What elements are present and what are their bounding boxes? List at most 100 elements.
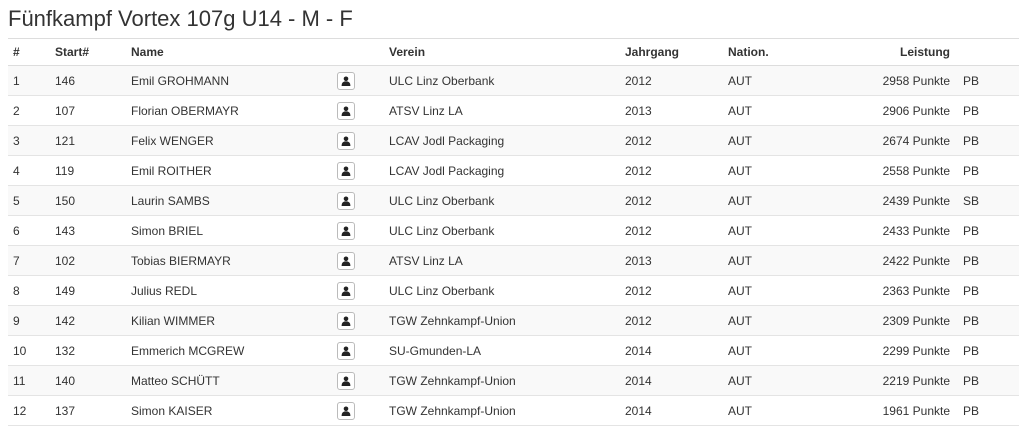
birth-year-cell: 2012	[620, 155, 723, 186]
athlete-profile-button[interactable]	[337, 341, 355, 360]
result-cell: 2299 Punkte	[833, 335, 958, 366]
table-row: 10 132 Emmerich MCGREW SU-Gmunden-LA 201…	[8, 335, 1019, 366]
birth-year-cell: 2012	[620, 275, 723, 306]
nation-cell: AUT	[723, 395, 833, 426]
user-icon	[341, 316, 351, 326]
user-icon	[341, 406, 351, 416]
athlete-profile-button[interactable]	[337, 281, 355, 300]
rank-cell: 3	[8, 125, 50, 156]
col-header-mark	[958, 38, 1019, 66]
table-row: 5 150 Laurin SAMBS ULC Linz Oberbank 201…	[8, 185, 1019, 216]
record-mark-cell: PB	[958, 65, 1019, 96]
table-row: 11 140 Matteo SCHÜTT TGW Zehnkampf-Union…	[8, 365, 1019, 396]
col-header-start[interactable]: Start#	[50, 38, 126, 66]
athlete-profile-button[interactable]	[337, 251, 355, 270]
user-icon	[341, 286, 351, 296]
record-mark-cell: PB	[958, 215, 1019, 246]
start-number-cell: 149	[50, 275, 126, 306]
start-number-cell: 143	[50, 215, 126, 246]
nation-cell: AUT	[723, 245, 833, 276]
start-number-cell: 121	[50, 125, 126, 156]
athlete-name-cell: Tobias BIERMAYR	[126, 245, 332, 276]
start-number-cell: 146	[50, 65, 126, 96]
record-mark-cell: PB	[958, 395, 1019, 426]
user-icon	[341, 166, 351, 176]
user-icon	[341, 256, 351, 266]
athlete-profile-button[interactable]	[337, 131, 355, 150]
birth-year-cell: 2014	[620, 395, 723, 426]
athlete-profile-button[interactable]	[337, 221, 355, 240]
rank-cell: 9	[8, 305, 50, 336]
rank-cell: 7	[8, 245, 50, 276]
birth-year-cell: 2014	[620, 365, 723, 396]
col-header-result[interactable]: Leistung	[833, 38, 958, 66]
profile-cell	[332, 305, 384, 336]
nation-cell: AUT	[723, 155, 833, 186]
nation-cell: AUT	[723, 125, 833, 156]
record-mark-cell: SB	[958, 185, 1019, 216]
athlete-profile-button[interactable]	[337, 401, 355, 420]
athlete-name-cell: Kilian WIMMER	[126, 305, 332, 336]
club-cell: LCAV Jodl Packaging	[384, 125, 620, 156]
record-mark-cell: PB	[958, 125, 1019, 156]
result-cell: 1961 Punkte	[833, 395, 958, 426]
club-cell: ULC Linz Oberbank	[384, 65, 620, 96]
profile-cell	[332, 65, 384, 96]
athlete-name-cell: Laurin SAMBS	[126, 185, 332, 216]
athlete-name-cell: Emmerich MCGREW	[126, 335, 332, 366]
result-cell: 2906 Punkte	[833, 95, 958, 126]
athlete-profile-button[interactable]	[337, 161, 355, 180]
rank-cell: 2	[8, 95, 50, 126]
table-row: 2 107 Florian OBERMAYR ATSV Linz LA 2013…	[8, 95, 1019, 126]
nation-cell: AUT	[723, 305, 833, 336]
table-row: 9 142 Kilian WIMMER TGW Zehnkampf-Union …	[8, 305, 1019, 336]
club-cell: LCAV Jodl Packaging	[384, 155, 620, 186]
col-header-nation[interactable]: Nation.	[723, 38, 833, 66]
profile-cell	[332, 95, 384, 126]
club-cell: TGW Zehnkampf-Union	[384, 365, 620, 396]
club-cell: ULC Linz Oberbank	[384, 275, 620, 306]
table-row: 4 119 Emil ROITHER LCAV Jodl Packaging 2…	[8, 155, 1019, 186]
athlete-profile-button[interactable]	[337, 191, 355, 210]
start-number-cell: 132	[50, 335, 126, 366]
result-cell: 2674 Punkte	[833, 125, 958, 156]
birth-year-cell: 2014	[620, 335, 723, 366]
profile-cell	[332, 185, 384, 216]
athlete-profile-button[interactable]	[337, 311, 355, 330]
table-row: 6 143 Simon BRIEL ULC Linz Oberbank 2012…	[8, 215, 1019, 246]
profile-cell	[332, 245, 384, 276]
user-icon	[341, 196, 351, 206]
athlete-name-cell: Matteo SCHÜTT	[126, 365, 332, 396]
page-title: Fünfkampf Vortex 107g U14 - M - F	[8, 6, 353, 31]
club-cell: ATSV Linz LA	[384, 95, 620, 126]
rank-cell: 10	[8, 335, 50, 366]
athlete-profile-button[interactable]	[337, 371, 355, 390]
athlete-name-cell: Julius REDL	[126, 275, 332, 306]
user-icon	[341, 136, 351, 146]
club-cell: ULC Linz Oberbank	[384, 215, 620, 246]
record-mark-cell: PB	[958, 155, 1019, 186]
rank-cell: 5	[8, 185, 50, 216]
rank-cell: 12	[8, 395, 50, 426]
col-header-rank[interactable]: #	[8, 38, 50, 66]
rank-cell: 4	[8, 155, 50, 186]
user-icon	[341, 106, 351, 116]
start-number-cell: 150	[50, 185, 126, 216]
profile-cell	[332, 335, 384, 366]
club-cell: SU-Gmunden-LA	[384, 335, 620, 366]
record-mark-cell: PB	[958, 365, 1019, 396]
col-header-club[interactable]: Verein	[384, 38, 620, 66]
table-row: 3 121 Felix WENGER LCAV Jodl Packaging 2…	[8, 125, 1019, 156]
athlete-profile-button[interactable]	[337, 101, 355, 120]
col-header-name[interactable]: Name	[126, 38, 332, 66]
athlete-profile-button[interactable]	[337, 71, 355, 90]
table-row: 7 102 Tobias BIERMAYR ATSV Linz LA 2013 …	[8, 245, 1019, 276]
rank-cell: 11	[8, 365, 50, 396]
athlete-name-cell: Felix WENGER	[126, 125, 332, 156]
club-cell: TGW Zehnkampf-Union	[384, 395, 620, 426]
profile-cell	[332, 395, 384, 426]
col-header-year[interactable]: Jahrgang	[620, 38, 723, 66]
user-icon	[341, 76, 351, 86]
result-cell: 2439 Punkte	[833, 185, 958, 216]
